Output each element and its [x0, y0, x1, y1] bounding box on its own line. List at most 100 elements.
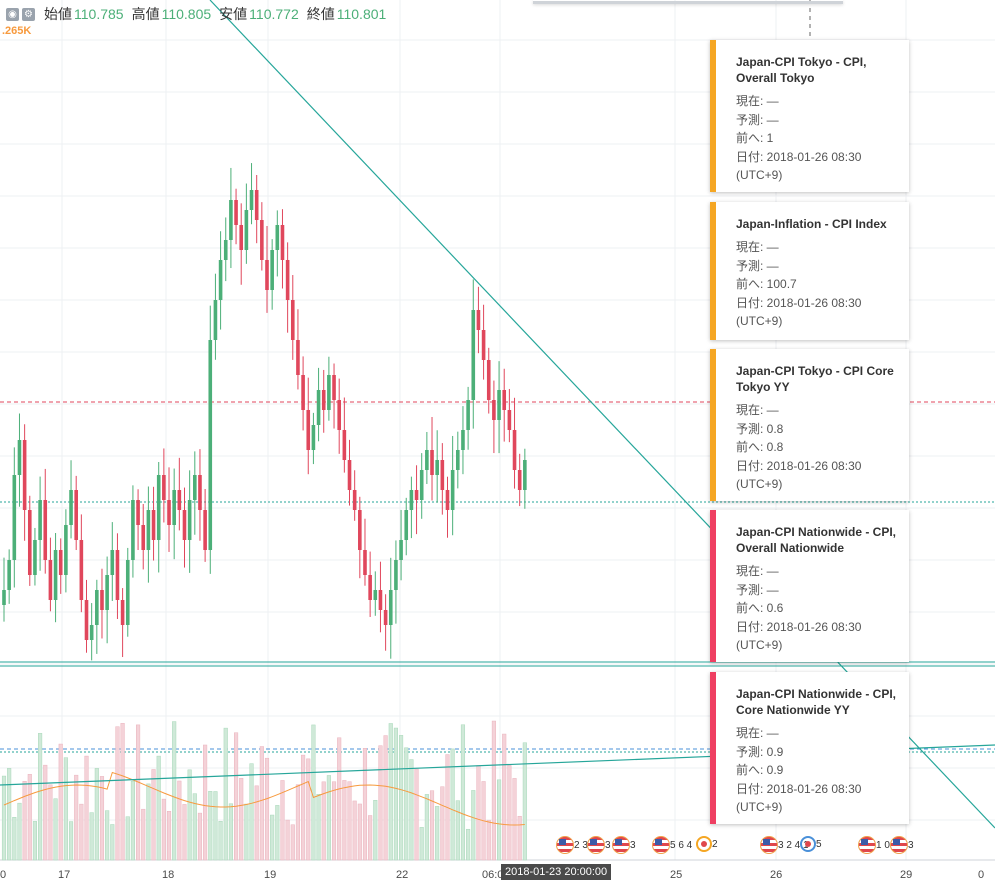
- candle-body: [414, 490, 419, 500]
- high-value: 110.805: [161, 6, 212, 22]
- card-forecast: 予測: —: [736, 258, 779, 273]
- volume-bar: [491, 720, 496, 861]
- event-marker[interactable]: 5 6 4: [652, 836, 692, 854]
- candle-body: [58, 550, 63, 575]
- candle-body: [182, 510, 187, 540]
- event-marker-count: 3 2 4 1: [778, 839, 809, 851]
- card-previous: 前へ: 0.9: [736, 763, 784, 777]
- event-marker-count: 3: [605, 839, 611, 851]
- event-card[interactable]: Japan-CPI Tokyo - CPI Core Tokyo YY 現在: —…: [710, 349, 909, 501]
- card-previous: 前へ: 1: [736, 131, 774, 145]
- volume-bar: [301, 754, 306, 861]
- volume-bar: [244, 803, 249, 861]
- x-tick-label: 29: [900, 869, 913, 881]
- candle-body: [301, 375, 305, 410]
- card-date: 日付: 2018-01-26 08:30: [736, 458, 862, 473]
- candle-body: [321, 390, 326, 410]
- candle-body: [125, 560, 130, 625]
- volume-bar: [393, 727, 398, 861]
- candle-body: [409, 490, 414, 510]
- event-marker[interactable]: 1 0 2: [858, 836, 898, 854]
- candle-body: [419, 470, 424, 500]
- volume-bar: [259, 746, 264, 861]
- candle-body: [306, 410, 311, 450]
- candle-body: [435, 460, 439, 475]
- volume-bar: [38, 733, 43, 861]
- event-marker[interactable]: 5: [800, 836, 822, 852]
- us-flag-icon: [652, 836, 670, 854]
- eye-icon[interactable]: ◉: [6, 7, 19, 21]
- candle-body: [430, 450, 434, 475]
- candle-body: [43, 500, 48, 560]
- volume-bar: [414, 768, 419, 861]
- volume-bar: [218, 820, 223, 861]
- open-label: 始値: [44, 6, 72, 22]
- volume-bar: [321, 781, 326, 861]
- event-card[interactable]: Japan-Inflation - CPI Index 現在: — 予測: — 前へ:…: [710, 202, 909, 340]
- card-previous: 前へ: 0.6: [736, 601, 784, 615]
- high-label: 高値: [131, 6, 160, 22]
- candle-body: [17, 440, 22, 475]
- candle-body: [275, 225, 280, 250]
- volume-bar: [326, 775, 331, 861]
- volume-bar: [357, 803, 362, 861]
- event-marker[interactable]: 3: [890, 836, 914, 854]
- candle-body: [450, 470, 455, 510]
- candle-body: [358, 510, 362, 550]
- event-marker[interactable]: 3 2 4 1: [760, 836, 809, 854]
- gear-icon[interactable]: ⚙: [22, 7, 35, 21]
- candle-body: [2, 590, 6, 605]
- candle-body: [198, 475, 202, 510]
- volume-bar: [27, 774, 32, 861]
- event-marker[interactable]: 3: [612, 836, 636, 854]
- candle-body: [146, 510, 151, 550]
- card-timezone: (UTC+9): [736, 477, 783, 491]
- volume-bar: [316, 794, 321, 861]
- volume-bar: [125, 816, 130, 861]
- candle-body: [208, 340, 213, 550]
- volume-bar: [331, 781, 337, 861]
- candle-body: [244, 210, 249, 250]
- ohlc-legend: ◉ ⚙ 始値 110.785 高値 110.805 安値 110.772 終値 110.…: [6, 4, 386, 24]
- low-label: 安値: [219, 6, 248, 22]
- event-marker-count: 5: [816, 838, 822, 850]
- card-forecast: 予測: 0.9: [736, 744, 784, 759]
- event-marker-count: 3: [630, 839, 636, 851]
- candle-body: [368, 575, 372, 600]
- volume-bar: [337, 737, 342, 861]
- volume-bar: [172, 721, 177, 861]
- event-card[interactable]: Japan-CPI Nationwide - CPI, Core Nationw…: [710, 672, 909, 824]
- volume-bar: [177, 780, 182, 861]
- candle-body: [254, 190, 259, 220]
- volume-bar: [383, 735, 388, 861]
- candle-body: [383, 610, 388, 625]
- candle-body: [461, 430, 465, 450]
- candle-body: [270, 250, 274, 290]
- candle-body: [378, 590, 383, 610]
- volume-bar: [466, 828, 471, 861]
- volume-bar: [105, 810, 110, 861]
- event-card[interactable]: Japan-CPI Nationwide - CPI, Overall Nati…: [710, 510, 909, 662]
- volume-bar: [280, 780, 285, 861]
- event-card[interactable]: Japan-CPI Tokyo - CPI, Overall Tokyo 現在: …: [710, 40, 909, 192]
- card-current: 現在: —: [736, 564, 779, 578]
- card-previous: 前へ: 0.8: [736, 440, 784, 454]
- event-marker[interactable]: 2: [696, 836, 718, 852]
- volume-bar: [48, 784, 53, 861]
- event-marker-count: 5 6 4: [670, 839, 693, 851]
- card-current: 現在: —: [736, 240, 779, 254]
- volume-bar: [53, 798, 58, 861]
- event-marker[interactable]: 2 3: [556, 836, 588, 854]
- volume-bar: [110, 824, 115, 861]
- volume-bar: [362, 748, 368, 861]
- close-value: 110.801: [336, 6, 387, 22]
- volume-bar: [306, 758, 311, 861]
- volume-bar: [264, 757, 270, 861]
- card-timezone: (UTC+9): [736, 800, 783, 814]
- card-current: 現在: —: [736, 94, 779, 108]
- event-marker[interactable]: 3: [587, 836, 611, 854]
- x-tick-label: 25: [670, 869, 683, 881]
- candle-body: [229, 200, 233, 240]
- candle-body: [234, 200, 238, 225]
- candle-body: [311, 425, 316, 450]
